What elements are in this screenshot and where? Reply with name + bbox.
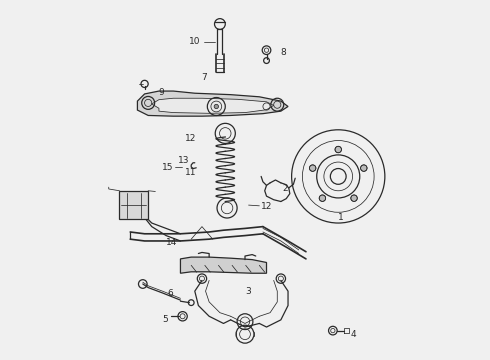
Circle shape <box>319 195 326 201</box>
Text: 11: 11 <box>185 168 196 177</box>
Polygon shape <box>152 98 274 113</box>
Text: 8: 8 <box>281 48 287 57</box>
Text: 12: 12 <box>185 134 196 143</box>
Polygon shape <box>180 257 267 273</box>
Circle shape <box>309 165 316 171</box>
Text: 3: 3 <box>245 287 251 296</box>
Text: 10: 10 <box>189 37 200 46</box>
Text: 7: 7 <box>201 73 207 82</box>
Circle shape <box>351 195 357 201</box>
Text: 6: 6 <box>168 289 173 298</box>
Polygon shape <box>137 91 288 116</box>
Circle shape <box>335 146 342 153</box>
Text: 12: 12 <box>261 202 272 211</box>
Circle shape <box>361 165 367 171</box>
Text: 2: 2 <box>283 184 288 193</box>
Circle shape <box>214 104 219 109</box>
Text: 14: 14 <box>166 238 177 247</box>
Polygon shape <box>120 191 148 220</box>
Text: 1: 1 <box>338 213 344 222</box>
Text: 5: 5 <box>162 315 168 324</box>
Text: 9: 9 <box>159 87 164 96</box>
Text: 4: 4 <box>351 330 356 339</box>
Text: 13: 13 <box>178 156 190 165</box>
Text: 15: 15 <box>162 163 173 172</box>
